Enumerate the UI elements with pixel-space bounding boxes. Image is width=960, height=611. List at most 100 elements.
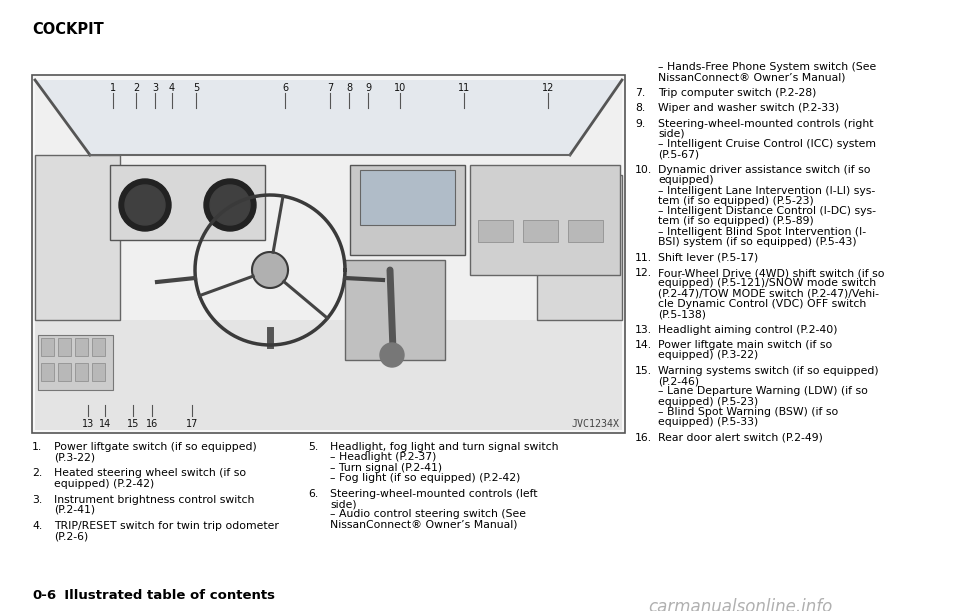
Text: Illustrated table of contents: Illustrated table of contents (55, 589, 275, 602)
FancyBboxPatch shape (75, 338, 88, 356)
FancyBboxPatch shape (470, 165, 620, 275)
Text: (P.2-46): (P.2-46) (658, 376, 699, 386)
Polygon shape (35, 80, 622, 155)
Text: equipped) (P.5-121)/SNOW mode switch: equipped) (P.5-121)/SNOW mode switch (658, 278, 876, 288)
FancyBboxPatch shape (41, 338, 54, 356)
Circle shape (252, 252, 288, 288)
Text: 10: 10 (394, 83, 406, 93)
Text: Four-Wheel Drive (4WD) shift switch (if so: Four-Wheel Drive (4WD) shift switch (if … (658, 268, 884, 278)
Text: Heated steering wheel switch (if so: Heated steering wheel switch (if so (54, 468, 246, 478)
Text: Shift lever (P.5-17): Shift lever (P.5-17) (658, 252, 758, 263)
Text: TRIP/RESET switch for twin trip odometer: TRIP/RESET switch for twin trip odometer (54, 521, 278, 531)
FancyBboxPatch shape (92, 338, 105, 356)
Text: 5: 5 (193, 83, 199, 93)
FancyBboxPatch shape (350, 165, 465, 255)
Text: tem (if so equipped) (P.5-23): tem (if so equipped) (P.5-23) (658, 196, 814, 206)
FancyBboxPatch shape (478, 220, 513, 242)
Text: JVC1234X: JVC1234X (572, 419, 620, 429)
Text: 7: 7 (326, 83, 333, 93)
Text: – Intelligent Lane Intervention (I-LI) sys-: – Intelligent Lane Intervention (I-LI) s… (658, 186, 876, 196)
Text: (P.2-41): (P.2-41) (54, 505, 95, 515)
Circle shape (380, 343, 404, 367)
FancyBboxPatch shape (35, 155, 120, 320)
Text: – Headlight (P.2-37): – Headlight (P.2-37) (330, 452, 437, 463)
Text: 0-6: 0-6 (32, 589, 56, 602)
Text: 10.: 10. (635, 165, 652, 175)
Text: – Lane Departure Warning (LDW) (if so: – Lane Departure Warning (LDW) (if so (658, 386, 868, 397)
Text: equipped) (P.2-42): equipped) (P.2-42) (54, 478, 155, 489)
Text: 11.: 11. (635, 252, 652, 263)
FancyBboxPatch shape (537, 175, 622, 320)
Text: (P.2-47)/TOW MODE switch (P.2-47)/Vehi-: (P.2-47)/TOW MODE switch (P.2-47)/Vehi- (658, 288, 879, 299)
Text: 17: 17 (186, 419, 198, 429)
FancyBboxPatch shape (568, 220, 603, 242)
Text: NissanConnect® Owner’s Manual): NissanConnect® Owner’s Manual) (330, 520, 517, 530)
Circle shape (125, 185, 165, 225)
Text: (P.3-22): (P.3-22) (54, 452, 95, 463)
Text: Headlight aiming control (P.2-40): Headlight aiming control (P.2-40) (658, 324, 837, 335)
Text: Steering-wheel-mounted controls (left: Steering-wheel-mounted controls (left (330, 489, 538, 499)
Text: 15: 15 (127, 419, 139, 429)
Text: 4: 4 (169, 83, 175, 93)
Text: 4.: 4. (32, 521, 42, 531)
Polygon shape (35, 80, 622, 320)
Text: equipped) (P.5-33): equipped) (P.5-33) (658, 417, 758, 427)
Text: 8.: 8. (635, 103, 645, 113)
Text: NissanConnect® Owner’s Manual): NissanConnect® Owner’s Manual) (658, 72, 846, 82)
Text: equipped) (P.5-23): equipped) (P.5-23) (658, 397, 758, 407)
Text: 2: 2 (132, 83, 139, 93)
Text: Steering-wheel-mounted controls (right: Steering-wheel-mounted controls (right (658, 119, 874, 129)
Text: 3.: 3. (32, 494, 42, 505)
Text: side): side) (330, 499, 356, 509)
FancyBboxPatch shape (58, 363, 71, 381)
Text: Trip computer switch (P.2-28): Trip computer switch (P.2-28) (658, 88, 816, 98)
FancyBboxPatch shape (110, 165, 265, 240)
FancyBboxPatch shape (345, 260, 445, 360)
Text: 12: 12 (541, 83, 554, 93)
Text: Power liftgate switch (if so equipped): Power liftgate switch (if so equipped) (54, 442, 256, 452)
Text: tem (if so equipped) (P.5-89): tem (if so equipped) (P.5-89) (658, 216, 814, 227)
FancyBboxPatch shape (58, 338, 71, 356)
Text: side): side) (658, 129, 684, 139)
Text: (P.5-138): (P.5-138) (658, 309, 706, 319)
Text: 8: 8 (346, 83, 352, 93)
Text: 13.: 13. (635, 324, 652, 335)
Text: 16: 16 (146, 419, 158, 429)
Text: – Turn signal (P.2-41): – Turn signal (P.2-41) (330, 463, 443, 472)
Text: (P.2-6): (P.2-6) (54, 531, 88, 541)
Text: 13: 13 (82, 419, 94, 429)
Text: 7.: 7. (635, 88, 645, 98)
Text: 14: 14 (99, 419, 111, 429)
FancyBboxPatch shape (38, 335, 113, 390)
Text: 2.: 2. (32, 468, 42, 478)
Text: Wiper and washer switch (P.2-33): Wiper and washer switch (P.2-33) (658, 103, 839, 113)
Text: 6: 6 (282, 83, 288, 93)
Text: Rear door alert switch (P.2-49): Rear door alert switch (P.2-49) (658, 433, 823, 443)
Text: (P.5-67): (P.5-67) (658, 150, 699, 159)
FancyBboxPatch shape (32, 75, 625, 433)
Text: 3: 3 (152, 83, 158, 93)
Text: – Fog light (if so equipped) (P.2-42): – Fog light (if so equipped) (P.2-42) (330, 473, 520, 483)
Text: equipped): equipped) (658, 175, 713, 185)
Text: – Hands-Free Phone System switch (See: – Hands-Free Phone System switch (See (658, 62, 876, 72)
Text: – Intelligent Distance Control (I-DC) sys-: – Intelligent Distance Control (I-DC) sy… (658, 206, 876, 216)
Text: Warning systems switch (if so equipped): Warning systems switch (if so equipped) (658, 366, 878, 376)
Circle shape (210, 185, 250, 225)
Text: 6.: 6. (308, 489, 319, 499)
Text: 12.: 12. (635, 268, 652, 278)
Text: COCKPIT: COCKPIT (32, 22, 104, 37)
Circle shape (119, 179, 171, 231)
Text: cle Dynamic Control (VDC) OFF switch: cle Dynamic Control (VDC) OFF switch (658, 299, 866, 309)
FancyBboxPatch shape (360, 170, 455, 225)
Text: carmanualsonline.info: carmanualsonline.info (648, 598, 832, 611)
Text: – Blind Spot Warning (BSW) (if so: – Blind Spot Warning (BSW) (if so (658, 407, 838, 417)
Text: 15.: 15. (635, 366, 652, 376)
Text: 1: 1 (110, 83, 116, 93)
FancyBboxPatch shape (92, 363, 105, 381)
Text: – Audio control steering switch (See: – Audio control steering switch (See (330, 510, 526, 519)
Text: BSI) system (if so equipped) (P.5-43): BSI) system (if so equipped) (P.5-43) (658, 237, 856, 247)
Text: – Intelligent Blind Spot Intervention (I-: – Intelligent Blind Spot Intervention (I… (658, 227, 866, 237)
Text: Instrument brightness control switch: Instrument brightness control switch (54, 494, 254, 505)
Text: 9: 9 (365, 83, 372, 93)
Text: 1.: 1. (32, 442, 42, 452)
